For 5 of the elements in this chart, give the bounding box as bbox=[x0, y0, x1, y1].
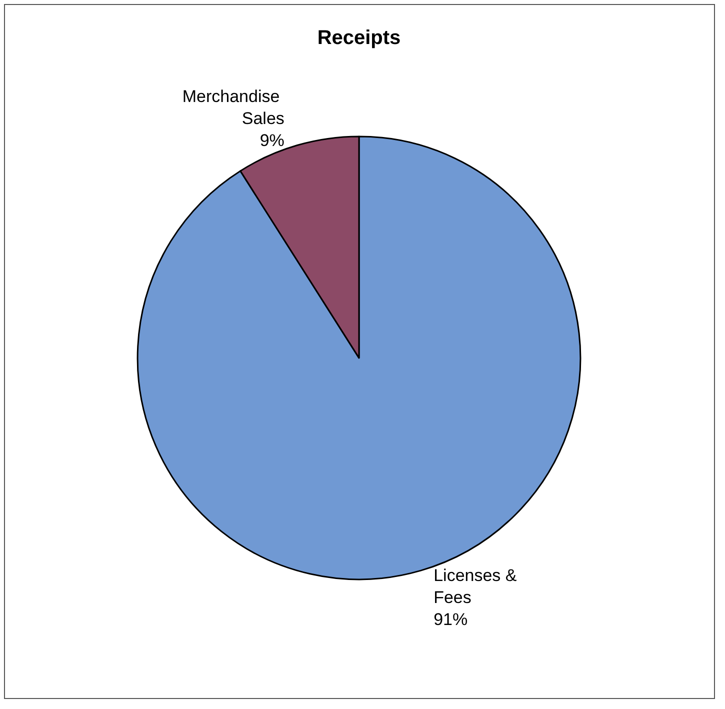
slice-label: Licenses & Fees bbox=[434, 566, 522, 607]
data-label: 91% bbox=[434, 610, 468, 629]
slice-label: Merchandise Sales bbox=[182, 86, 284, 128]
data-label: 9% bbox=[260, 130, 284, 150]
chart-title: Receipts bbox=[317, 27, 401, 49]
